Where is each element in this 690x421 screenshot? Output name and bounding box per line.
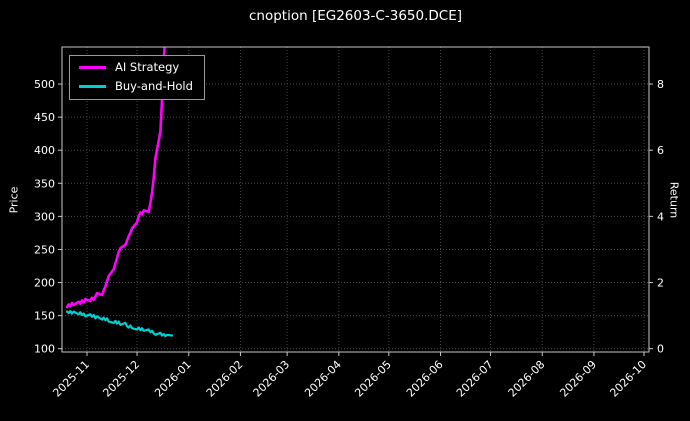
- legend-label-buy-and-hold: Buy-and-Hold: [115, 78, 193, 93]
- y-tick-label-price: 300: [34, 210, 55, 223]
- x-tick-label: 2026-03: [251, 358, 293, 400]
- y-tick-label-price: 250: [34, 243, 55, 256]
- y-tick-label-price: 350: [34, 177, 55, 190]
- chart-title: cnoption [EG2603-C-3650.DCE]: [248, 8, 462, 24]
- x-tick-label: 2026-08: [506, 358, 548, 400]
- y-tick-label-return: 4: [657, 210, 664, 223]
- x-tick-label: 2026-02: [204, 358, 246, 400]
- x-tick-label: 2026-05: [352, 358, 394, 400]
- y-tick-label-price: 150: [34, 310, 55, 323]
- y-tick-label-price: 450: [34, 111, 55, 124]
- legend-item-ai-strategy: AI Strategy: [79, 60, 193, 74]
- x-tick-label: 2026-10: [607, 358, 649, 400]
- legend-swatch-ai-strategy: [79, 66, 106, 70]
- legend: AI Strategy Buy-and-Hold: [69, 55, 205, 100]
- y-tick-label-price: 100: [34, 343, 55, 356]
- x-tick-label: 2026-06: [404, 358, 446, 400]
- series-line-buy-and-hold: [65, 309, 174, 338]
- y-tick-label-price: 400: [34, 144, 55, 157]
- y-tick-label-return: 8: [657, 78, 664, 91]
- y-tick-label-return: 2: [657, 277, 664, 290]
- x-tick-label: 2026-04: [302, 358, 344, 400]
- x-tick-label: 2025-12: [100, 358, 142, 400]
- y-tick-label-price: 500: [34, 78, 55, 91]
- y-tick-label-return: 0: [657, 343, 664, 356]
- x-tick-label: 2026-01: [152, 358, 194, 400]
- x-tick-label: 2026-09: [557, 358, 599, 400]
- x-tick-label: 2025-11: [50, 358, 92, 400]
- y-tick-label-price: 200: [34, 277, 55, 290]
- legend-item-buy-and-hold: Buy-and-Hold: [79, 78, 193, 93]
- legend-label-ai-strategy: AI Strategy: [115, 60, 180, 74]
- axes-spines: [61, 46, 650, 353]
- legend-swatch-buy-and-hold: [79, 84, 106, 88]
- y-tick-label-return: 6: [657, 144, 664, 157]
- series-line-ai-strategy: [65, 47, 166, 309]
- x-tick-label: 2026-07: [454, 358, 496, 400]
